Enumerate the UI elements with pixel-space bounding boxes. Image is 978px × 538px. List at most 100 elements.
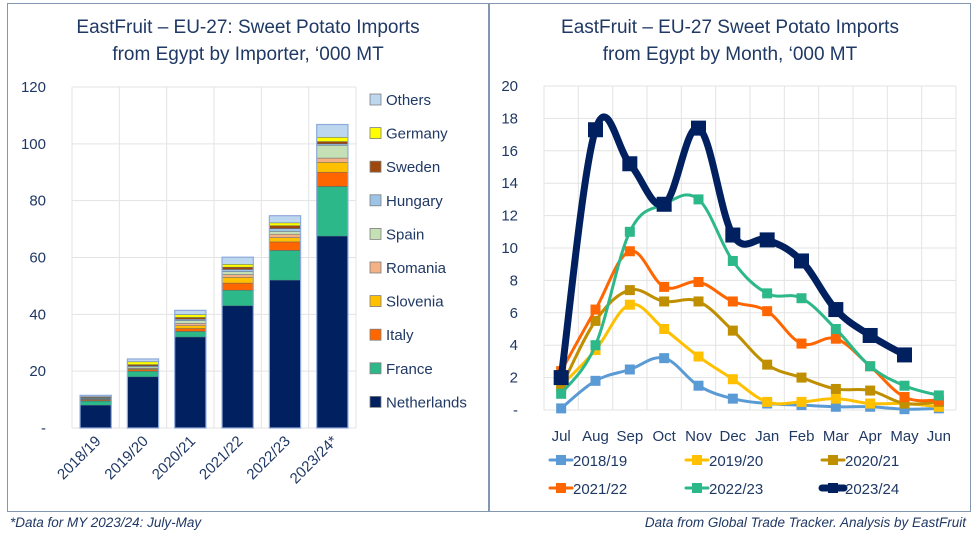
data-point bbox=[762, 359, 773, 370]
bar-stack-2019-20 bbox=[126, 358, 160, 429]
bar-segment-romania bbox=[316, 157, 349, 163]
data-point bbox=[762, 288, 773, 299]
data-point bbox=[933, 390, 944, 401]
data-point bbox=[553, 370, 569, 386]
legend-label-spain: Spain bbox=[386, 226, 424, 243]
x-tick-label: 2021/22 bbox=[196, 433, 246, 483]
data-point bbox=[899, 380, 910, 391]
legend-label-2020-21: 2020/21 bbox=[845, 453, 899, 470]
bar-segment-hungary bbox=[221, 269, 254, 273]
bar-segment-germany bbox=[127, 361, 159, 365]
legend-marker-2023-24 bbox=[828, 483, 838, 493]
bar-segment-romania bbox=[174, 323, 207, 326]
bar-outline bbox=[174, 309, 207, 429]
legend-label-france: France bbox=[386, 361, 433, 378]
bar-outline bbox=[316, 123, 349, 429]
monthly-chart-panel: EastFruit – EU-27 Sweet Potato Imports f… bbox=[489, 3, 971, 512]
grid bbox=[543, 85, 957, 411]
y-tick-label: 20 bbox=[501, 78, 518, 95]
data-point bbox=[899, 404, 910, 415]
importer-stacked-bar-chart: - 20 40 60 80 100 120 2018/192019/202020/212021… bbox=[21, 79, 467, 487]
legend-label-italy: Italy bbox=[386, 327, 414, 344]
data-point bbox=[865, 398, 876, 409]
bar-segment-others bbox=[221, 256, 254, 265]
x-tick-label: 2018/19 bbox=[54, 433, 104, 483]
bar-stack-2018-19 bbox=[79, 394, 112, 429]
y-tick-label: 40 bbox=[29, 306, 46, 323]
data-point bbox=[590, 315, 601, 326]
bar-segment-netherlands bbox=[269, 279, 301, 429]
series-2022-23 bbox=[556, 193, 944, 401]
bar-outline bbox=[268, 215, 302, 429]
data-point bbox=[830, 401, 841, 412]
data-point bbox=[796, 293, 807, 304]
legend-label-2019-20: 2019/20 bbox=[709, 453, 763, 470]
legend-label-2021-22: 2021/22 bbox=[573, 481, 627, 498]
bar-segment-netherlands bbox=[127, 376, 159, 429]
data-point bbox=[865, 361, 876, 372]
data-point bbox=[659, 281, 670, 292]
bar-segment-germany bbox=[174, 314, 207, 318]
bar-segment-netherlands bbox=[174, 336, 207, 429]
x-tick-label: Jun bbox=[927, 428, 951, 445]
data-point bbox=[727, 325, 738, 336]
data-point bbox=[830, 393, 841, 404]
x-tick-label: Aug bbox=[582, 428, 609, 445]
series-2023-24 bbox=[553, 113, 912, 386]
bar-segment-sweden bbox=[269, 225, 301, 229]
x-tick-label: Sep bbox=[616, 428, 643, 445]
x-tick-label: May bbox=[890, 428, 919, 445]
y-tick-label: 18 bbox=[501, 110, 518, 127]
bar-segment-france bbox=[221, 289, 254, 307]
x-tick-label: Apr bbox=[858, 428, 881, 445]
data-point bbox=[590, 375, 601, 386]
legend-swatch-germany bbox=[369, 127, 382, 139]
bar-segment-netherlands bbox=[221, 305, 254, 429]
y-tick-label: 16 bbox=[501, 143, 518, 160]
bar-segment-others bbox=[174, 310, 207, 315]
y-tick-label: 14 bbox=[501, 175, 518, 192]
monthly-chart-title-line1: EastFruit – EU-27 Sweet Potato Imports bbox=[561, 17, 899, 38]
bar-segment-sweden bbox=[221, 266, 254, 270]
legend-label-2022-23: 2022/23 bbox=[709, 481, 763, 498]
data-point bbox=[691, 120, 706, 136]
x-tick-label: Mar bbox=[823, 428, 849, 445]
y-tick-label: 2 bbox=[510, 370, 518, 387]
bar-segment-hungary bbox=[269, 228, 301, 232]
monthly-chart-title: EastFruit – EU-27 Sweet Potato Imports f… bbox=[490, 14, 970, 68]
data-point bbox=[622, 156, 638, 172]
data-point bbox=[556, 382, 567, 393]
legend-marker-2021-22 bbox=[556, 483, 566, 493]
data-point bbox=[897, 347, 912, 363]
bar-stack-2020-21 bbox=[174, 309, 207, 429]
data-point bbox=[588, 122, 603, 138]
bar-segment-others bbox=[316, 124, 349, 138]
legend-swatch-spain bbox=[369, 227, 382, 240]
legend-swatch-hungary bbox=[369, 194, 382, 207]
bar-segment-spain bbox=[221, 271, 254, 275]
data-point bbox=[659, 296, 670, 307]
data-point bbox=[693, 277, 704, 288]
data-point bbox=[727, 255, 738, 266]
y-tick-label: 10 bbox=[501, 240, 518, 257]
y-tick-label: - bbox=[513, 402, 518, 419]
data-point bbox=[624, 299, 635, 310]
x-tick-label: Oct bbox=[652, 428, 676, 445]
x-tick-label: Dec bbox=[719, 428, 746, 445]
legend-marker-2019-20 bbox=[692, 455, 702, 465]
legend-marker-2020-21 bbox=[828, 455, 838, 465]
bar-segment-italy bbox=[174, 328, 207, 332]
data-point bbox=[796, 338, 807, 349]
bar-segment-france bbox=[127, 370, 159, 378]
footnote-data-period: *Data for MY 2023/24: July-May bbox=[10, 515, 202, 530]
legend-label-netherlands: Netherlands bbox=[386, 394, 467, 411]
data-point bbox=[830, 333, 841, 344]
bar-segment-romania bbox=[269, 233, 301, 238]
bar-segment-netherlands bbox=[79, 404, 112, 429]
legend-marker-2018-19 bbox=[556, 455, 566, 465]
bar-segment-germany bbox=[316, 136, 349, 142]
data-point bbox=[828, 302, 844, 318]
grid bbox=[71, 86, 357, 429]
data-point bbox=[727, 374, 738, 385]
data-point bbox=[794, 253, 809, 269]
